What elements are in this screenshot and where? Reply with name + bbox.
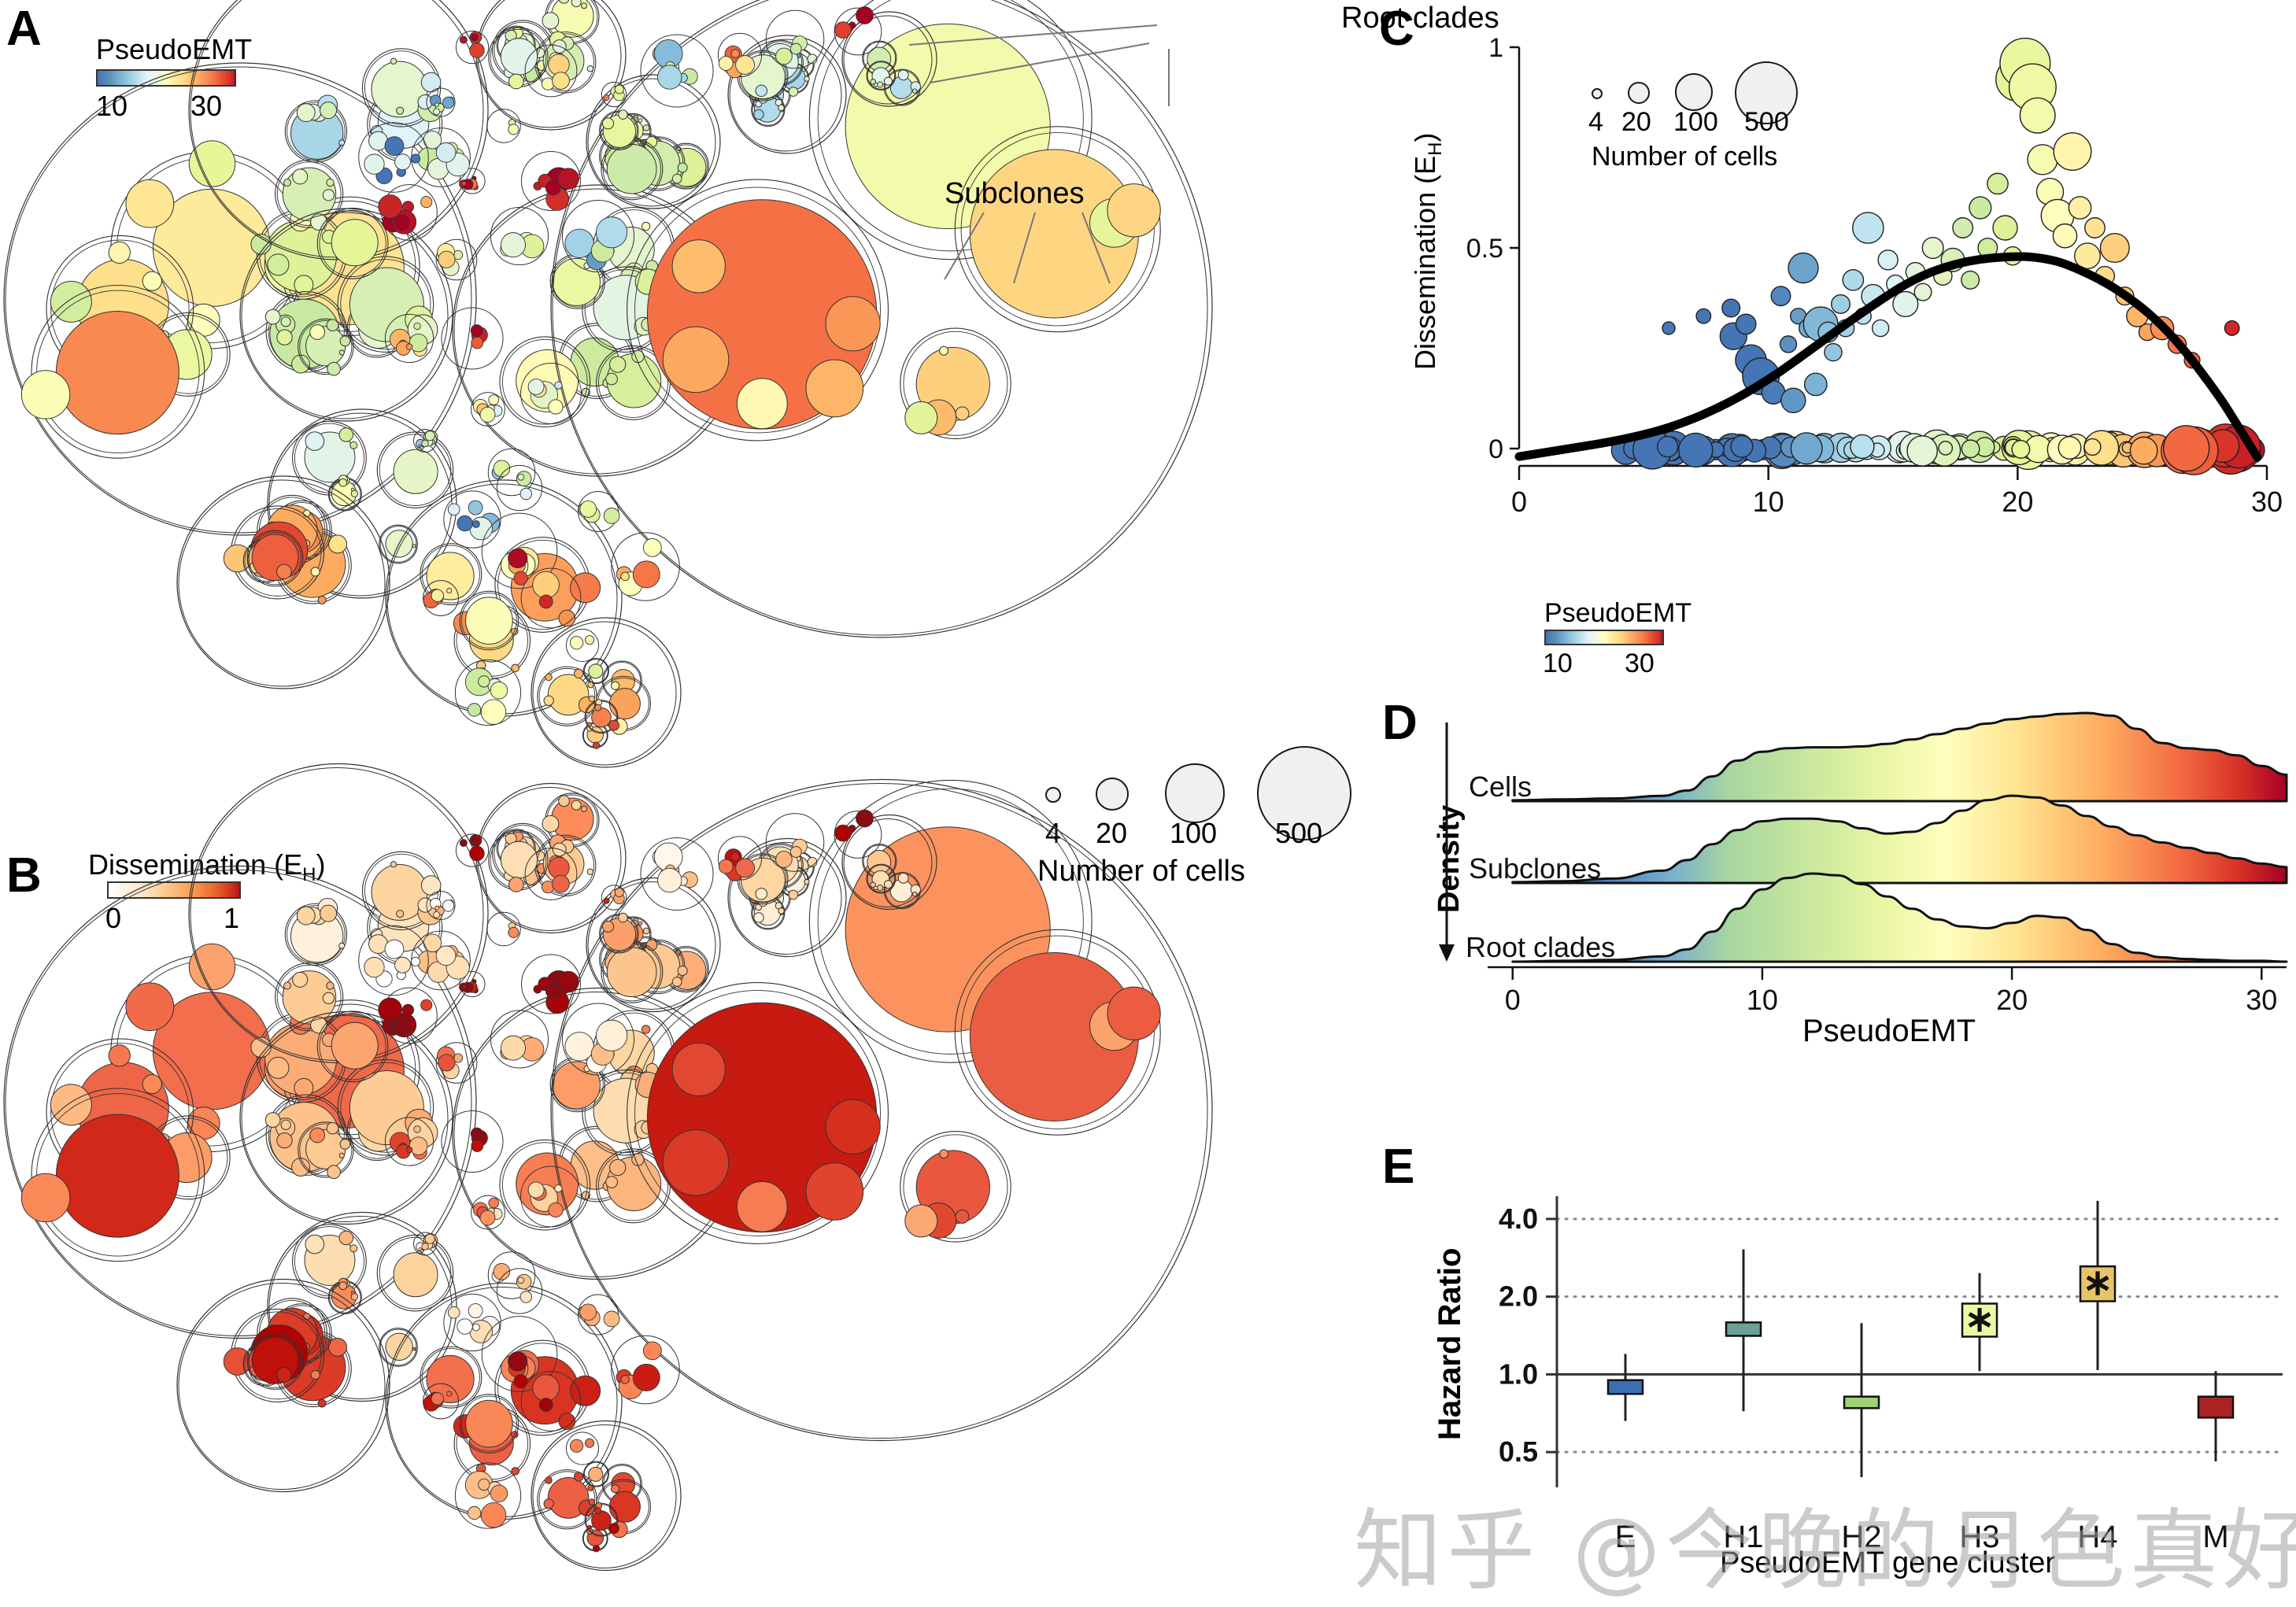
- panel-a-legend-min: 10: [96, 90, 128, 122]
- panel-b-legend-title: Dissemination (EH): [88, 848, 326, 886]
- svg-text:∗: ∗: [1965, 1299, 1995, 1339]
- svg-text:30: 30: [2246, 984, 2277, 1016]
- ridge-label: Subclones: [1469, 852, 1601, 885]
- panel-e-letter: E: [1382, 1140, 1415, 1194]
- svg-text:0.5: 0.5: [1466, 234, 1503, 264]
- svg-text:10: 10: [1747, 984, 1778, 1016]
- size-legend-label-20: 20: [1096, 817, 1128, 849]
- panel-e-ylabel: Hazard Ratio: [1433, 1247, 1467, 1441]
- c-size-legend-circle-100: [1675, 73, 1713, 111]
- size-legend-label-500: 500: [1275, 817, 1323, 849]
- svg-text:H4: H4: [2077, 1520, 2117, 1554]
- panel-b-legend-max: 1: [224, 902, 240, 934]
- panel-a-letter: A: [6, 2, 42, 56]
- panel-e-plot: ∗ ∗ 0.5 1.0 2.0 4.0 E H1 H2 H3 H4 M: [1499, 1196, 2284, 1554]
- panel-d-ylabel: Density: [1433, 804, 1466, 913]
- svg-text:1: 1: [1488, 33, 1503, 63]
- svg-text:0: 0: [1505, 984, 1521, 1016]
- size-legend-circle-4: [1045, 787, 1061, 803]
- panel-c-plot: 00.510 10 20 30: [1466, 33, 2283, 518]
- panel-d-xlabel: PseudoEMT: [1802, 1014, 1976, 1048]
- subclones-leaders: [944, 212, 1111, 284]
- panel-a-legend-max: 30: [190, 90, 223, 122]
- svg-text:H2: H2: [1841, 1520, 1881, 1554]
- size-legend-circle-100: [1165, 763, 1225, 823]
- svg-text:E: E: [1615, 1520, 1636, 1554]
- svg-text:10: 10: [1753, 486, 1784, 518]
- panel-d-plot: Cells Subclones Root clades: [1439, 711, 2288, 963]
- c-size-legend-circle-20: [1628, 82, 1650, 104]
- panel-c-legend-min: 10: [1543, 648, 1573, 678]
- svg-text:0: 0: [1511, 486, 1527, 518]
- c-size-legend-title: Number of cells: [1592, 142, 1778, 172]
- ridge-label: Cells: [1469, 770, 1532, 803]
- panel-e-xlabel: PseudoEMT gene cluster: [1720, 1546, 2055, 1579]
- panel-b-letter: B: [6, 848, 42, 903]
- panel-c-legend-max: 30: [1625, 648, 1655, 678]
- panel-c-letter: C: [1379, 2, 1414, 56]
- size-legend-title: Number of cells: [1037, 855, 1245, 888]
- svg-text:2.0: 2.0: [1499, 1280, 1538, 1313]
- panel-d-letter: D: [1382, 696, 1418, 750]
- svg-text:0.5: 0.5: [1499, 1435, 1538, 1468]
- panel-b-circlepack: [3, 763, 1213, 1572]
- c-size-legend-label-500: 500: [1744, 107, 1789, 137]
- panel-d-axis: 0 10 20 30: [1488, 966, 2287, 1016]
- panel-c-colorbar: [1544, 630, 1664, 645]
- svg-text:20: 20: [2002, 486, 2033, 518]
- svg-text:1.0: 1.0: [1499, 1358, 1538, 1390]
- panel-b-legend-min: 0: [105, 902, 122, 934]
- panel-a-circlepack: [3, 0, 1213, 768]
- root-clades-leaders: [908, 24, 1170, 106]
- panel-c-legend-title: PseudoEMT: [1544, 598, 1692, 628]
- svg-text:∗: ∗: [2083, 1262, 2113, 1302]
- c-size-legend-circle-500: [1735, 61, 1798, 124]
- c-size-legend-label-100: 100: [1673, 107, 1718, 137]
- annotation-subclones: Subclones: [945, 177, 1085, 210]
- svg-text:20: 20: [1996, 984, 2028, 1016]
- size-legend-label-100: 100: [1170, 817, 1218, 849]
- ridge-label: Root clades: [1466, 931, 1615, 963]
- panel-c-ylabel: Dissemination (EH): [1409, 132, 1447, 370]
- annotation-root-clades: Root clades: [1341, 2, 1499, 35]
- panel-a-legend-title: PseudoEMT: [96, 33, 253, 65]
- c-size-legend-circle-4: [1592, 88, 1603, 99]
- panel-b-colorbar: [107, 881, 241, 899]
- size-legend-circle-20: [1096, 778, 1129, 811]
- svg-text:H1: H1: [1723, 1520, 1763, 1554]
- svg-text:M: M: [2202, 1520, 2228, 1554]
- c-size-legend-label-20: 20: [1621, 107, 1651, 137]
- svg-text:30: 30: [2251, 486, 2283, 518]
- c-size-legend-label-4: 4: [1588, 107, 1603, 137]
- svg-text:H3: H3: [1959, 1520, 1999, 1554]
- panel-a-colorbar: [96, 69, 236, 87]
- svg-text:0: 0: [1488, 434, 1503, 464]
- size-legend-circle-500: [1257, 746, 1351, 840]
- svg-text:4.0: 4.0: [1499, 1202, 1538, 1235]
